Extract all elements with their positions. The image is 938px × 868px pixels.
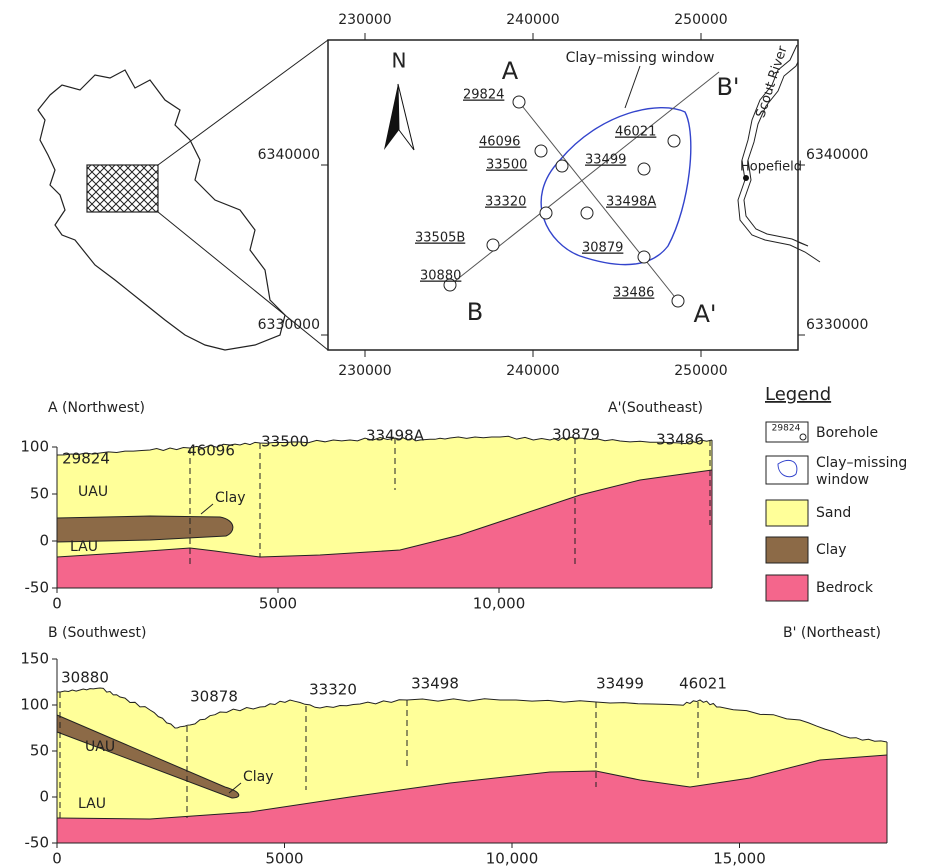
legend-label: Bedrock: [816, 580, 874, 596]
legend-icon: [800, 434, 806, 440]
unit-label: LAU: [70, 539, 98, 555]
figure: N Clay–missing window A A' B B' Scout Ri…: [0, 0, 938, 868]
section-title: A (Northwest): [48, 400, 145, 416]
section-title: A'(Southeast): [608, 400, 703, 416]
x-coord-label: 250000: [674, 363, 727, 379]
borehole-label: 46096: [187, 442, 235, 460]
study-area: [87, 165, 158, 212]
borehole-label: 33320: [309, 681, 357, 699]
legend-swatch: [766, 500, 808, 526]
borehole-label: 33486: [613, 286, 654, 301]
borehole-label: 33499: [585, 153, 626, 168]
x-tick-label: 10,000: [473, 595, 526, 613]
x-tick-label: 15,000: [713, 850, 766, 868]
borehole-label: 33498: [411, 675, 459, 693]
borehole-label: 29824: [62, 450, 110, 468]
borehole-label: 30879: [552, 426, 600, 444]
y-tick-label: 100: [20, 696, 49, 714]
y-tick-label: 0: [39, 532, 49, 550]
legend-swatch: [766, 575, 808, 601]
borehole: [556, 160, 568, 172]
unit-label: LAU: [78, 796, 106, 812]
borehole-label: 33500: [486, 158, 527, 173]
legend-label: Clay: [816, 542, 847, 558]
legend-label: Borehole: [816, 425, 878, 441]
unit-label: Clay: [243, 769, 274, 785]
unit-label: UAU: [78, 484, 108, 500]
y-coord-label: 6340000: [806, 147, 868, 163]
borehole-label: 29824: [463, 88, 504, 103]
legend-label: Clay–missing: [816, 455, 907, 471]
y-tick-label: 150: [20, 650, 49, 668]
y-tick-label: 50: [30, 485, 49, 503]
borehole-label: 33499: [596, 675, 644, 693]
x-coord-label: 230000: [338, 363, 391, 379]
y-coord-label: 6330000: [258, 317, 320, 333]
legend: Legend 29824 Borehole Clay–missing windo…: [765, 384, 907, 601]
section-label: A: [502, 57, 519, 85]
borehole: [513, 96, 525, 108]
section-label: A': [693, 300, 716, 328]
legend-label: Sand: [816, 505, 851, 521]
town-dot: [743, 175, 749, 181]
y-coord-label: 6340000: [258, 147, 320, 163]
borehole-label: 46021: [615, 125, 656, 140]
borehole-label: 33320: [485, 195, 526, 210]
borehole: [540, 207, 552, 219]
y-tick-label: -50: [25, 579, 50, 597]
borehole-label: 33486: [656, 431, 704, 449]
x-tick-label: 0: [52, 595, 62, 613]
y-tick-label: 0: [39, 788, 49, 806]
town-label: Hopefield: [740, 160, 802, 175]
x-coord-label: 230000: [338, 12, 391, 28]
borehole-label: 46021: [679, 675, 727, 693]
borehole: [672, 295, 684, 307]
borehole: [668, 135, 680, 147]
x-tick-label: 10,000: [486, 850, 539, 868]
legend-icon-text: 29824: [772, 424, 801, 434]
borehole: [638, 251, 650, 263]
borehole-label: 33498A: [366, 427, 425, 445]
unit-label: UAU: [85, 739, 115, 755]
borehole-label: 46096: [479, 135, 520, 150]
legend-label: window: [816, 472, 869, 488]
x-coord-label: 250000: [674, 12, 727, 28]
section-title: B' (Northeast): [783, 625, 881, 641]
y-tick-label: 100: [20, 438, 49, 456]
x-coord-label: 240000: [506, 363, 559, 379]
x-tick-label: 0: [52, 850, 62, 868]
section-label: B': [716, 73, 739, 101]
borehole-label: 33505B: [415, 231, 465, 246]
borehole-label: 30880: [61, 669, 109, 687]
section-label: B: [467, 298, 483, 326]
north-label: N: [392, 49, 407, 73]
x-tick-label: 5000: [259, 595, 297, 613]
borehole-label: 30880: [420, 269, 461, 284]
x-coord-label: 240000: [506, 12, 559, 28]
x-tick-label: 5000: [265, 850, 303, 868]
section-title: B (Southwest): [48, 625, 147, 641]
legend-swatch: [766, 537, 808, 563]
borehole-label: 33500: [261, 433, 309, 451]
locator-map: [38, 40, 328, 350]
region-outline: [38, 70, 285, 350]
y-tick-label: -50: [25, 834, 50, 852]
borehole-label: 30878: [190, 688, 238, 706]
unit-label: Clay: [215, 490, 246, 506]
window-label: Clay–missing window: [566, 50, 715, 66]
borehole: [535, 145, 547, 157]
borehole: [638, 163, 650, 175]
borehole-label: 30879: [582, 241, 623, 256]
borehole: [581, 207, 593, 219]
legend-title: Legend: [765, 384, 831, 405]
y-coord-label: 6330000: [806, 317, 868, 333]
borehole: [487, 239, 499, 251]
y-tick-label: 50: [30, 742, 49, 760]
borehole-label: 33498A: [606, 195, 656, 210]
